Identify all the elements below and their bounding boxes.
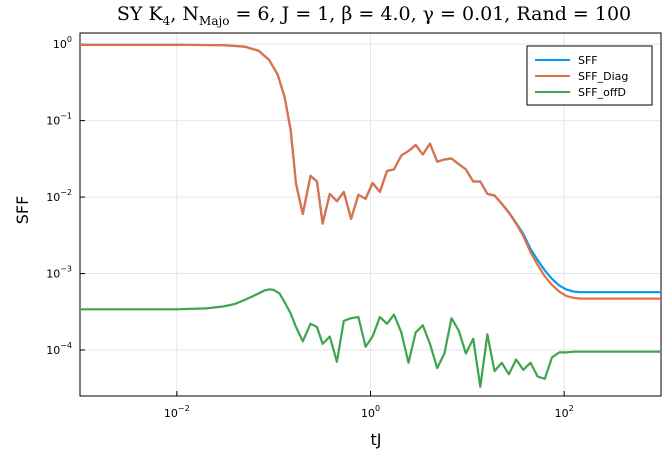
y-tick-label: 10−2 [46, 188, 72, 204]
y-tick-label: 10−3 [46, 265, 72, 281]
legend-label-sff: SFF [578, 54, 598, 67]
x-axis-title: tJ [371, 430, 382, 449]
y-tick-label: 10−1 [46, 112, 72, 128]
series-line-sff-offd [80, 288, 661, 388]
x-tick-label: 10−2 [164, 404, 190, 420]
x-tick-label: 102 [555, 404, 574, 420]
y-tick-label: 100 [53, 35, 72, 51]
legend-label-sff-diag: SFF_Diag [578, 70, 628, 83]
legend-label-sff-offd: SFF_offD [578, 86, 626, 99]
legend: SFF SFF_Diag SFF_offD [526, 45, 653, 106]
y-axis-title: SFF [13, 196, 32, 225]
x-tick-label: 100 [361, 404, 380, 420]
y-tick-label: 10−4 [46, 341, 72, 357]
chart-title: SY K4, NMajo = 6, J = 1, β = 4.0, γ = 0.… [117, 3, 631, 28]
ticks: 10−2 100 102 100 10−1 10−2 10−3 10−4 [46, 35, 574, 420]
series [80, 43, 661, 388]
series-line-sff-diag [80, 43, 661, 300]
